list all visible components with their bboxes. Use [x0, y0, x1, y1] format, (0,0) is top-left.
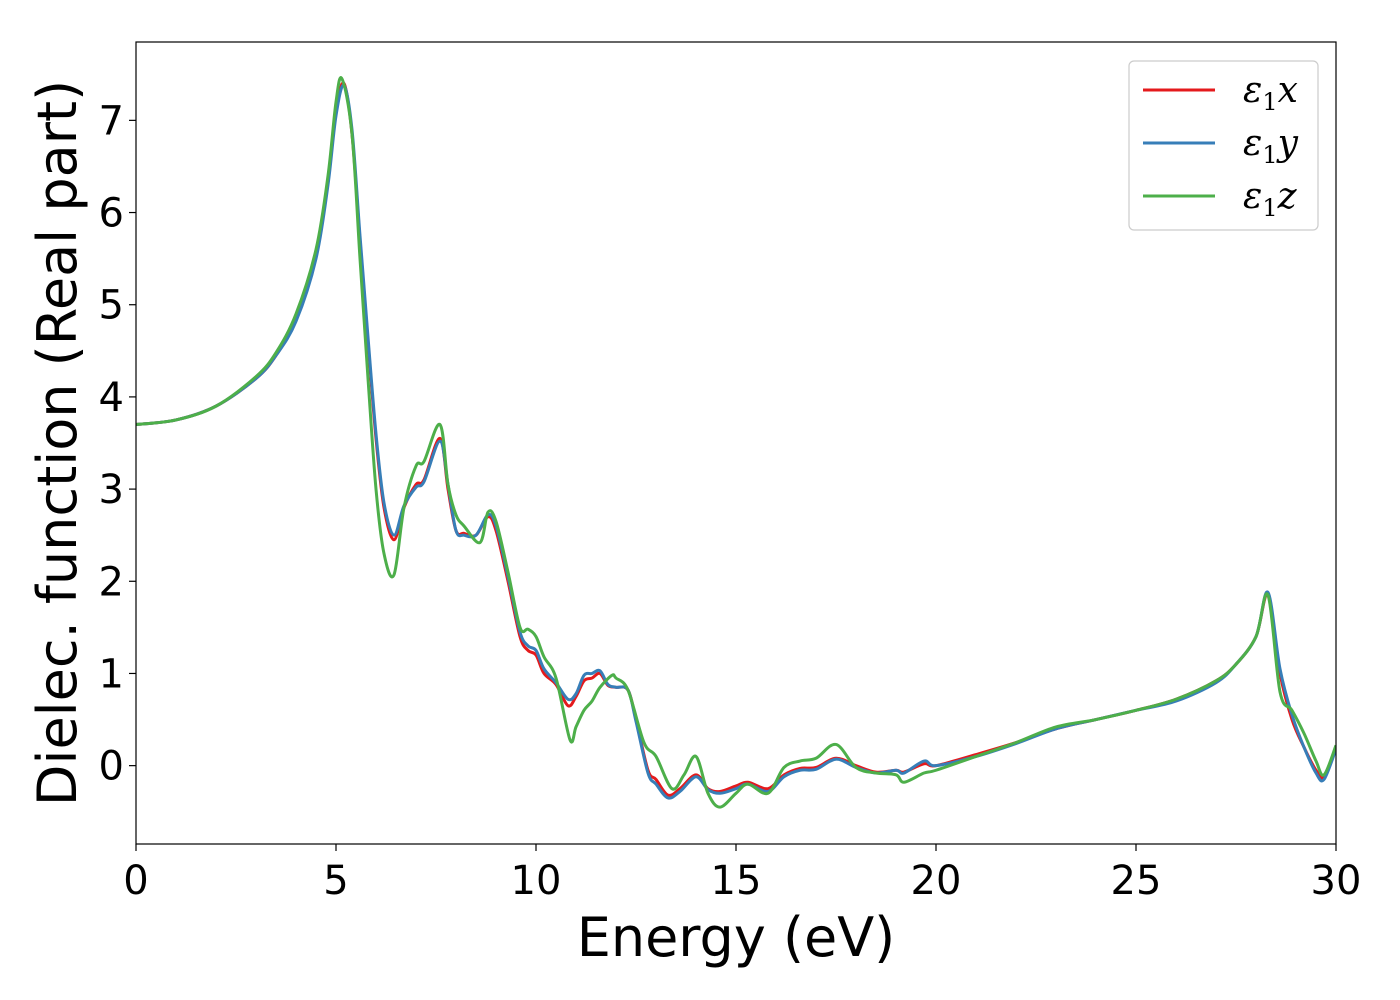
- x-tick-label: 10: [511, 858, 562, 904]
- y-tick-label: 3: [99, 467, 124, 513]
- legend-box: [1128, 60, 1319, 231]
- y-tick-label: 1: [99, 651, 124, 697]
- legend-label-z: ε1z: [1243, 176, 1298, 222]
- legend: ε1x ε1y ε1z: [1128, 60, 1319, 231]
- y-tick-label: 7: [99, 98, 124, 144]
- legend-label-x: ε1x: [1243, 70, 1298, 116]
- series-line-z: [136, 76, 1336, 809]
- x-tick-label: 20: [911, 858, 962, 904]
- y-tick-label: 5: [99, 283, 124, 329]
- y-tick-label: 4: [99, 375, 124, 421]
- y-tick-label: 2: [99, 559, 124, 605]
- y-axis: 0 1 2 3 4 5 6 7: [99, 98, 136, 790]
- x-tick-label: 0: [123, 858, 148, 904]
- y-axis-title: Dielec. function (Real part): [26, 80, 89, 806]
- x-tick-label: 30: [1311, 858, 1362, 904]
- series-layer: [136, 76, 1336, 809]
- x-tick-label: 5: [323, 858, 348, 904]
- y-tick-label: 6: [99, 191, 124, 237]
- series-line-y: [136, 83, 1336, 800]
- x-axis-title: Energy (eV): [577, 906, 896, 969]
- x-axis: 0 5 10 15 20 25 30: [123, 844, 1361, 904]
- x-tick-label: 15: [711, 858, 762, 904]
- legend-label-y: ε1y: [1243, 123, 1299, 169]
- x-tick-label: 25: [1111, 858, 1162, 904]
- y-tick-label: 0: [99, 744, 124, 790]
